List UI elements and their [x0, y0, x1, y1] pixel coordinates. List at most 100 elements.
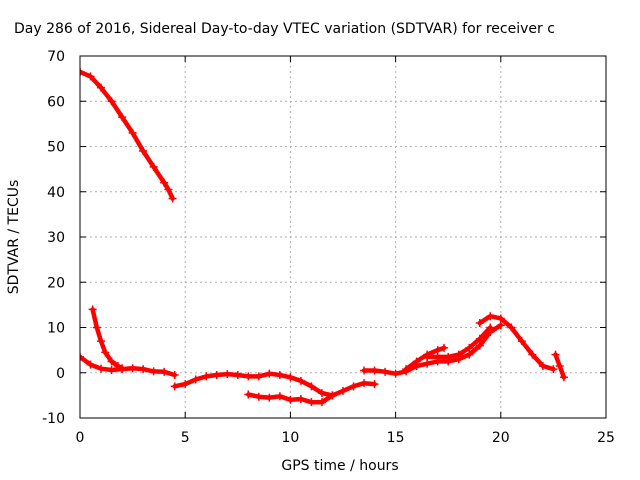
data-point — [475, 334, 484, 343]
data-point — [486, 323, 495, 332]
y-tick-label: 20 — [47, 275, 65, 291]
data-point — [475, 318, 484, 327]
data-point — [423, 359, 432, 368]
data-point — [139, 365, 148, 374]
data-point — [80, 352, 84, 361]
data-point — [381, 367, 390, 376]
x-tick-label: 5 — [181, 430, 190, 446]
data-point — [454, 350, 463, 359]
y-axis-title: SDTVAR / TECUs — [6, 180, 22, 295]
data-point — [92, 323, 101, 332]
data-point — [486, 312, 495, 321]
data-point — [101, 348, 110, 357]
data-point — [391, 369, 400, 378]
data-point — [475, 341, 484, 350]
data-point — [402, 365, 411, 374]
grid — [80, 56, 606, 418]
data-point — [244, 390, 253, 399]
data-point — [128, 128, 137, 137]
data-point — [107, 97, 116, 106]
x-tick-label: 20 — [492, 430, 510, 446]
axis-ticks: 0 5 10 15 20 25 -10 0 10 20 30 40 50 60 70 — [42, 49, 615, 446]
data-point — [275, 392, 284, 401]
data-point — [360, 366, 369, 375]
data-point — [113, 361, 122, 370]
data-point — [86, 72, 95, 81]
data-point — [97, 83, 106, 92]
data-point — [168, 194, 177, 203]
data-point — [339, 386, 347, 395]
data-point — [107, 366, 116, 375]
data-point — [528, 350, 537, 359]
data-point — [118, 364, 127, 373]
data-point — [296, 376, 305, 385]
series-line — [172, 371, 335, 398]
data-point — [538, 361, 547, 370]
data-point — [496, 314, 505, 323]
x-tick-label: 15 — [387, 430, 405, 446]
data-point — [128, 364, 137, 373]
x-tick-label: 10 — [281, 430, 299, 446]
y-tick-label: 30 — [47, 230, 65, 246]
data-point — [254, 372, 263, 381]
data-point — [265, 369, 274, 378]
data-point — [223, 370, 232, 379]
data-point — [170, 371, 179, 380]
data-point — [549, 365, 558, 374]
data-point — [307, 382, 316, 391]
data-point — [423, 352, 432, 361]
y-tick-label: 70 — [47, 49, 65, 65]
x-tick-label: 0 — [76, 430, 85, 446]
series-line — [80, 69, 175, 201]
x-axis-title: GPS time / hours — [281, 458, 398, 474]
data-point — [233, 371, 242, 380]
data-point — [160, 367, 169, 376]
chart-title: Day 286 of 2016, Sidereal Day-to-day VTE… — [14, 21, 555, 37]
data-point — [202, 372, 211, 381]
series-line — [80, 354, 177, 378]
data-point — [317, 398, 326, 407]
y-tick-label: -10 — [42, 411, 65, 427]
data-point — [286, 373, 295, 382]
data-point — [328, 391, 337, 400]
plot-frame — [79, 55, 607, 419]
data-point — [265, 393, 274, 402]
data-point — [412, 357, 421, 366]
data-point — [433, 346, 442, 355]
data-point — [244, 372, 253, 381]
series-layer — [80, 67, 568, 407]
data-point — [97, 364, 106, 373]
data-point — [181, 380, 190, 389]
data-point — [160, 178, 169, 187]
data-point — [349, 382, 358, 391]
data-point — [555, 361, 564, 370]
data-point — [97, 337, 106, 346]
data-point — [88, 305, 97, 314]
data-point — [517, 337, 526, 346]
data-point — [164, 185, 173, 194]
data-point — [439, 343, 448, 352]
data-point — [559, 373, 568, 382]
data-point — [465, 343, 474, 352]
data-point — [444, 352, 453, 361]
y-tick-label: 40 — [47, 185, 65, 201]
y-tick-label: 50 — [47, 140, 65, 156]
data-point — [317, 389, 326, 398]
data-point — [433, 352, 442, 361]
data-point — [149, 162, 158, 171]
data-point — [212, 371, 221, 380]
data-point — [286, 395, 295, 404]
data-point — [496, 321, 505, 330]
data-point — [139, 147, 148, 156]
data-point — [107, 357, 116, 366]
data-point — [370, 366, 379, 375]
y-tick-label: 0 — [56, 366, 65, 382]
data-point — [296, 394, 305, 403]
data-point — [360, 379, 369, 388]
data-point — [118, 113, 127, 122]
x-tick-label: 25 — [597, 430, 615, 446]
data-point — [465, 350, 474, 359]
data-point — [191, 375, 200, 384]
data-point — [307, 398, 316, 407]
